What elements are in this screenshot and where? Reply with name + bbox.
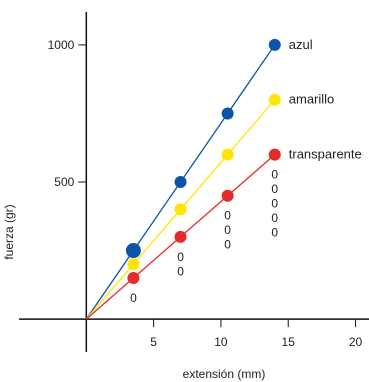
annotation-text: 0 xyxy=(271,197,278,211)
data-point xyxy=(221,189,234,202)
axes: 5 10 15 20 500 1000 xyxy=(19,12,369,352)
x-tick-label: 5 xyxy=(150,335,157,349)
data-point xyxy=(174,176,187,188)
annotation-text: 0 xyxy=(271,211,278,225)
legend: azul amarillo transparente xyxy=(289,37,362,162)
data-point xyxy=(127,258,140,271)
data-point xyxy=(268,148,281,161)
data-point xyxy=(174,203,187,216)
annotation-text: 0 xyxy=(271,182,278,196)
data-point xyxy=(268,38,281,51)
annotation-text: 0 xyxy=(271,226,278,240)
legend-label: transparente xyxy=(289,147,362,162)
data-point xyxy=(221,107,234,120)
annotation-text: 0 xyxy=(177,250,184,264)
data-point xyxy=(174,230,187,243)
annotation-text: 0 xyxy=(271,168,278,182)
y-axis-label: fuerza (gr) xyxy=(2,204,16,259)
data-point xyxy=(127,271,140,284)
series-points xyxy=(125,38,281,284)
annotation-text: 0 xyxy=(224,238,231,252)
data-point xyxy=(268,93,281,106)
annotation-text: 0 xyxy=(177,264,184,278)
annotation-text: 0 xyxy=(224,209,231,223)
x-tick-label: 10 xyxy=(214,335,228,349)
data-point xyxy=(125,243,141,259)
x-tick-label: 15 xyxy=(282,335,296,349)
annotation-text: 0 xyxy=(224,223,231,237)
annotation-text: 0 xyxy=(130,291,137,305)
x-tick-label: 20 xyxy=(349,335,363,349)
y-tick-label: 1000 xyxy=(48,38,75,52)
legend-label: amarillo xyxy=(289,92,335,107)
y-tick-label: 500 xyxy=(54,175,74,189)
data-point xyxy=(221,148,234,161)
x-axis-label: extensión (mm) xyxy=(183,367,266,381)
legend-label: azul xyxy=(289,37,313,52)
